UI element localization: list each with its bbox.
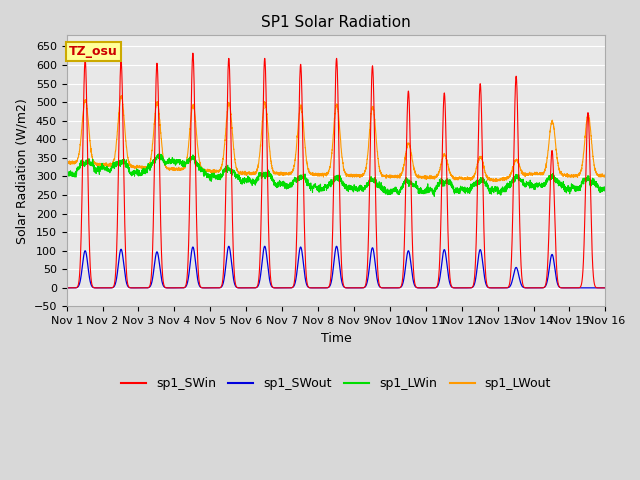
sp1_LWin bbox=[602, 186, 609, 192]
sp1_SWout bbox=[63, 285, 70, 291]
sp1_SWout bbox=[602, 285, 609, 291]
sp1_LWin bbox=[457, 186, 465, 192]
sp1_SWout bbox=[225, 243, 233, 249]
sp1_SWin bbox=[63, 285, 70, 291]
sp1_LWin bbox=[431, 193, 438, 199]
sp1_LWout bbox=[601, 173, 609, 179]
sp1_SWout bbox=[601, 285, 609, 291]
sp1_LWout bbox=[316, 171, 324, 177]
sp1_LWout bbox=[427, 174, 435, 180]
sp1_LWout bbox=[457, 174, 465, 180]
Line: sp1_SWout: sp1_SWout bbox=[67, 246, 605, 288]
Line: sp1_SWin: sp1_SWin bbox=[67, 53, 605, 288]
sp1_LWout bbox=[118, 93, 125, 98]
sp1_SWin bbox=[601, 285, 609, 291]
Y-axis label: Solar Radiation (W/m2): Solar Radiation (W/m2) bbox=[15, 98, 28, 244]
Text: TZ_osu: TZ_osu bbox=[69, 45, 118, 58]
sp1_LWin bbox=[316, 184, 324, 190]
sp1_SWout bbox=[159, 283, 167, 289]
sp1_LWin bbox=[427, 188, 435, 194]
sp1_SWin bbox=[488, 285, 495, 291]
Title: SP1 Solar Radiation: SP1 Solar Radiation bbox=[261, 15, 411, 30]
sp1_LWout bbox=[602, 172, 609, 178]
sp1_LWout bbox=[63, 158, 70, 164]
sp1_LWin bbox=[154, 151, 162, 157]
Line: sp1_LWin: sp1_LWin bbox=[67, 154, 605, 196]
sp1_SWin bbox=[457, 285, 465, 291]
sp1_SWout bbox=[427, 285, 435, 291]
sp1_SWin bbox=[189, 50, 196, 56]
X-axis label: Time: Time bbox=[321, 332, 351, 345]
sp1_LWout bbox=[488, 176, 495, 181]
sp1_SWout bbox=[488, 285, 495, 291]
sp1_LWin bbox=[601, 184, 609, 190]
sp1_SWin bbox=[159, 280, 167, 286]
sp1_LWout bbox=[160, 156, 168, 162]
Legend: sp1_SWin, sp1_SWout, sp1_LWin, sp1_LWout: sp1_SWin, sp1_SWout, sp1_LWin, sp1_LWout bbox=[116, 372, 556, 396]
sp1_SWout bbox=[457, 285, 465, 291]
sp1_SWin bbox=[602, 285, 609, 291]
sp1_LWin bbox=[63, 170, 70, 176]
sp1_LWout bbox=[492, 179, 499, 184]
sp1_SWin bbox=[427, 285, 435, 291]
Line: sp1_LWout: sp1_LWout bbox=[67, 96, 605, 181]
sp1_LWin bbox=[160, 157, 168, 163]
sp1_SWin bbox=[316, 285, 324, 291]
sp1_SWout bbox=[316, 285, 324, 291]
sp1_LWin bbox=[488, 191, 495, 197]
